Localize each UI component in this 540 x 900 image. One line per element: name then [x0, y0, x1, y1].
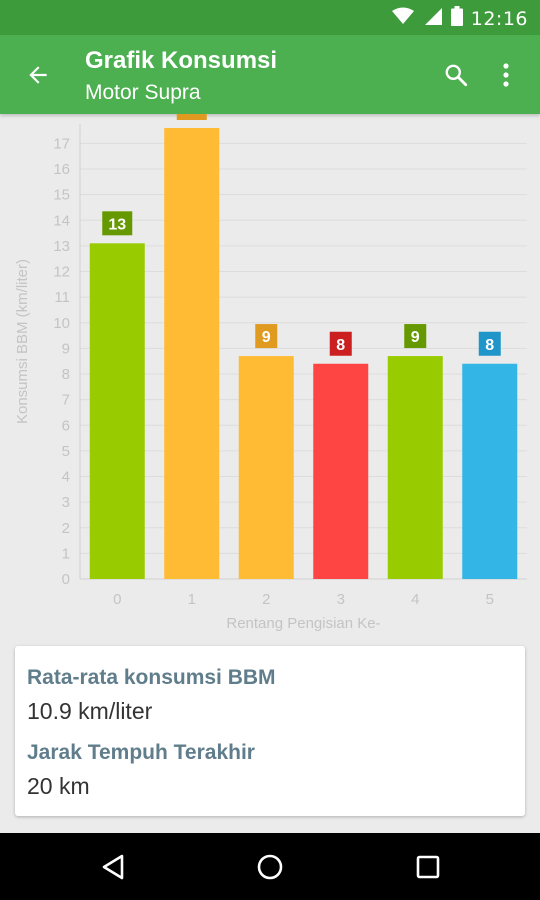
x-axis-title: Rentang Pengisian Ke-: [226, 615, 380, 632]
y-tick-label: 11: [54, 289, 70, 306]
y-tick-label: 1: [62, 545, 70, 562]
y-tick-label: 9: [62, 340, 70, 357]
last-distance-value: 20 km: [27, 773, 90, 799]
bar: [387, 356, 443, 579]
search-icon: [445, 64, 468, 87]
nav-back-button[interactable]: [93, 847, 133, 887]
y-tick-label: 15: [53, 187, 70, 204]
y-axis-title: Konsumsi BBM (km/liter): [14, 259, 31, 424]
y-tick-label: 16: [53, 161, 70, 178]
data-label: 13: [108, 216, 126, 233]
x-tick-label: 1: [188, 591, 196, 608]
back-arrow-icon: [29, 66, 47, 84]
status-bar: 12:16: [0, 0, 540, 35]
x-tick-label: 4: [411, 591, 419, 608]
more-options-button[interactable]: [488, 57, 524, 93]
bar: [89, 243, 145, 579]
y-tick-label: 8: [62, 366, 70, 383]
data-label-badge: [329, 331, 352, 356]
summary-card: Rata-rata konsumsi BBM 10.9 km/liter Jar…: [15, 646, 525, 816]
y-tick-label: 4: [62, 469, 70, 486]
y-tick-label: 3: [62, 494, 70, 511]
back-triangle-icon: [102, 854, 124, 880]
y-tick-label: 13: [53, 238, 70, 255]
data-label: 8: [485, 337, 494, 354]
average-consumption-value: 10.9 km/liter: [27, 698, 153, 724]
y-tick-label: 7: [62, 392, 70, 409]
data-label: 18: [183, 114, 201, 118]
y-tick-label: 6: [62, 417, 70, 434]
y-tick-label: 17: [53, 135, 70, 152]
data-label-badge: [404, 324, 427, 349]
data-label: 9: [411, 329, 420, 346]
bar: [313, 363, 369, 579]
consumption-bar-chart: 0123456789101112131415161713018192839485…: [14, 114, 527, 632]
data-label: 8: [336, 337, 345, 354]
page-subtitle: Motor Supra: [85, 81, 201, 104]
recents-square-icon: [416, 855, 440, 879]
back-button[interactable]: [20, 57, 56, 93]
navigation-bar: [0, 833, 540, 900]
y-tick-label: 12: [53, 264, 70, 281]
bar: [238, 356, 294, 579]
battery-icon: [450, 6, 463, 31]
y-tick-label: 14: [53, 212, 70, 229]
more-vert-icon: [503, 63, 509, 87]
data-label-badge: [176, 114, 207, 120]
app-bar: Grafik Konsumsi Motor Supra: [0, 35, 540, 114]
home-circle-icon: [257, 854, 283, 880]
average-consumption-label: Rata-rata konsumsi BBM: [27, 666, 276, 689]
bar: [462, 363, 518, 579]
bar: [164, 128, 220, 579]
nav-home-button[interactable]: [250, 847, 290, 887]
clock-time: 12:16: [470, 7, 528, 30]
data-label-badge: [102, 211, 133, 236]
last-distance-label: Jarak Tempuh Terakhir: [27, 741, 255, 764]
x-tick-label: 0: [113, 591, 121, 608]
data-label-badge: [255, 324, 278, 349]
nav-recents-button[interactable]: [408, 847, 448, 887]
y-tick-label: 10: [53, 315, 70, 332]
x-tick-label: 3: [337, 591, 345, 608]
wifi-icon: [391, 7, 415, 30]
x-tick-label: 2: [262, 591, 270, 608]
data-label-badge: [478, 331, 501, 356]
y-tick-label: 0: [62, 571, 70, 588]
signal-icon: [423, 7, 443, 31]
search-button[interactable]: [438, 57, 474, 93]
y-tick-label: 2: [62, 520, 70, 537]
x-tick-label: 5: [486, 591, 494, 608]
y-tick-label: 5: [62, 443, 70, 460]
page-title: Grafik Konsumsi: [85, 47, 278, 74]
data-label: 9: [262, 329, 271, 346]
